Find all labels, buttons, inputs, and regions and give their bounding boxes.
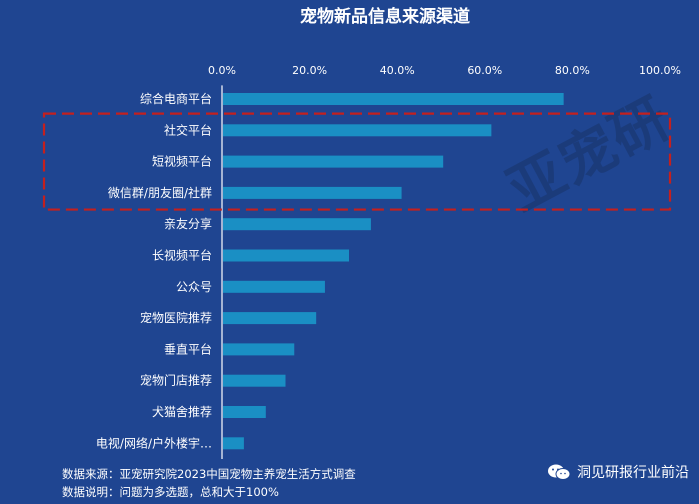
- category-label: 宠物门店推荐: [140, 373, 212, 388]
- category-label: 微信群/朋友圈/社群: [108, 185, 212, 200]
- data-explanation-note: 数据说明：问题为多选题，总和大于100%: [62, 485, 279, 499]
- category-label: 公众号: [176, 280, 212, 294]
- bar: [223, 437, 244, 450]
- x-tick-label: 80.0%: [555, 64, 590, 77]
- x-tick-label: 20.0%: [292, 64, 327, 77]
- bar: [223, 374, 286, 387]
- bar: [223, 312, 317, 325]
- x-tick-label: 0.0%: [208, 64, 236, 77]
- watermark-text: 洞见研报行业前沿: [577, 465, 689, 481]
- x-tick-label: 40.0%: [380, 64, 415, 77]
- x-tick-label: 100.0%: [639, 64, 681, 77]
- category-label: 犬猫舍推荐: [152, 404, 212, 419]
- bar: [223, 280, 325, 293]
- bar: [223, 343, 295, 356]
- x-axis-ticks: 0.0% 20.0% 40.0% 60.0% 80.0% 100.0%: [208, 64, 681, 77]
- bar: [223, 124, 492, 137]
- highlight-box: [42, 112, 672, 211]
- category-label: 亲友分享: [164, 216, 212, 231]
- category-label: 社交平台: [164, 122, 212, 137]
- category-label: 短视频平台: [152, 154, 212, 169]
- bar: [223, 406, 266, 418]
- category-label: 综合电商平台: [140, 91, 212, 106]
- x-tick-label: 60.0%: [467, 64, 502, 77]
- category-label: 垂直平台: [164, 341, 212, 356]
- bar: [223, 249, 350, 262]
- bar: [223, 218, 371, 231]
- category-label: 长视频平台: [152, 248, 212, 263]
- category-labels: 综合电商平台社交平台短视频平台微信群/朋友圈/社群亲友分享长视频平台公众号宠物医…: [96, 91, 212, 450]
- watermark: 洞见研报行业前沿: [547, 462, 689, 482]
- wechat-icon: [548, 464, 571, 480]
- chart-title: 宠物新品信息来源渠道: [300, 6, 470, 27]
- bar: [223, 155, 444, 168]
- category-label: 电视/网络/户外楼宇…: [96, 435, 212, 450]
- bar: [223, 93, 564, 105]
- category-label: 宠物医院推荐: [140, 310, 212, 325]
- bars: [223, 93, 564, 450]
- data-source-note: 数据来源：亚宠研究院2023中国宠物主养宠生活方式调查: [62, 467, 356, 481]
- bar: [223, 186, 402, 199]
